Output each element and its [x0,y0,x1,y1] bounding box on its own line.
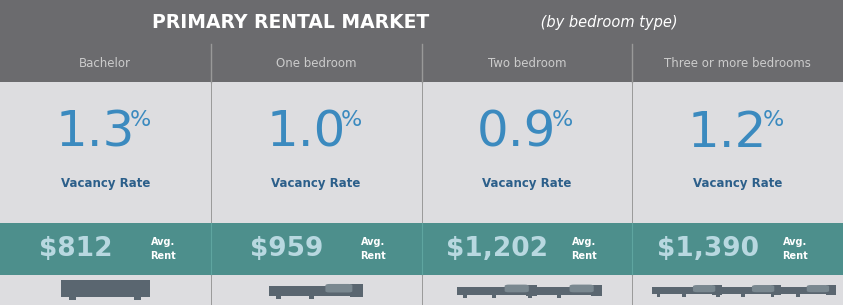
FancyBboxPatch shape [0,44,843,82]
FancyBboxPatch shape [652,287,722,294]
Text: Vacancy Rate: Vacancy Rate [482,177,572,189]
FancyBboxPatch shape [693,285,715,292]
FancyBboxPatch shape [711,287,781,294]
FancyBboxPatch shape [61,279,150,287]
Text: $959: $959 [250,235,324,262]
Text: Avg.
Rent: Avg. Rent [361,237,386,260]
FancyBboxPatch shape [682,294,686,296]
Text: 0.9: 0.9 [477,109,556,157]
FancyBboxPatch shape [325,284,352,292]
FancyBboxPatch shape [752,285,774,292]
FancyBboxPatch shape [591,285,603,296]
Text: Avg.
Rent: Avg. Rent [150,237,175,260]
Text: $812: $812 [39,235,113,262]
Text: 1.3: 1.3 [56,109,135,157]
Text: Vacancy Rate: Vacancy Rate [61,177,150,189]
FancyBboxPatch shape [771,285,781,295]
Text: $1,202: $1,202 [447,235,548,262]
Text: Avg.
Rent: Avg. Rent [572,237,597,260]
FancyBboxPatch shape [350,284,363,297]
Text: 1.2: 1.2 [688,109,767,157]
FancyBboxPatch shape [570,285,593,292]
Text: Two bedroom: Two bedroom [487,57,566,70]
FancyBboxPatch shape [716,294,720,296]
FancyBboxPatch shape [269,286,363,296]
Text: Three or more bedrooms: Three or more bedrooms [664,57,811,70]
Text: Vacancy Rate: Vacancy Rate [271,177,361,189]
FancyBboxPatch shape [712,285,722,295]
FancyBboxPatch shape [796,294,799,296]
FancyBboxPatch shape [69,296,76,300]
FancyBboxPatch shape [0,0,843,44]
Text: Bachelor: Bachelor [79,57,132,70]
FancyBboxPatch shape [61,284,73,297]
FancyBboxPatch shape [657,294,660,296]
FancyBboxPatch shape [556,294,561,298]
FancyBboxPatch shape [522,287,603,295]
FancyBboxPatch shape [137,284,150,297]
Text: One bedroom: One bedroom [276,57,357,70]
FancyBboxPatch shape [61,287,150,297]
FancyBboxPatch shape [741,294,745,296]
Text: (by bedroom type): (by bedroom type) [536,15,678,30]
FancyBboxPatch shape [309,295,314,299]
FancyBboxPatch shape [526,285,538,296]
Text: PRIMARY RENTAL MARKET: PRIMARY RENTAL MARKET [153,13,429,32]
FancyBboxPatch shape [491,294,496,298]
FancyBboxPatch shape [0,223,843,274]
FancyBboxPatch shape [457,287,538,295]
Text: Vacancy Rate: Vacancy Rate [693,177,782,189]
Text: %: % [551,110,573,131]
Text: %: % [130,110,152,131]
Text: Avg.
Rent: Avg. Rent [782,237,808,260]
Text: 1.0: 1.0 [266,109,346,157]
Text: %: % [762,110,784,131]
Text: %: % [341,110,362,131]
FancyBboxPatch shape [463,294,467,298]
FancyBboxPatch shape [505,285,529,292]
FancyBboxPatch shape [771,294,774,296]
FancyBboxPatch shape [826,285,836,295]
FancyBboxPatch shape [765,287,836,294]
FancyBboxPatch shape [276,295,281,299]
FancyBboxPatch shape [807,285,829,292]
Text: $1,390: $1,390 [658,235,759,262]
FancyBboxPatch shape [528,294,532,298]
FancyBboxPatch shape [134,296,141,300]
